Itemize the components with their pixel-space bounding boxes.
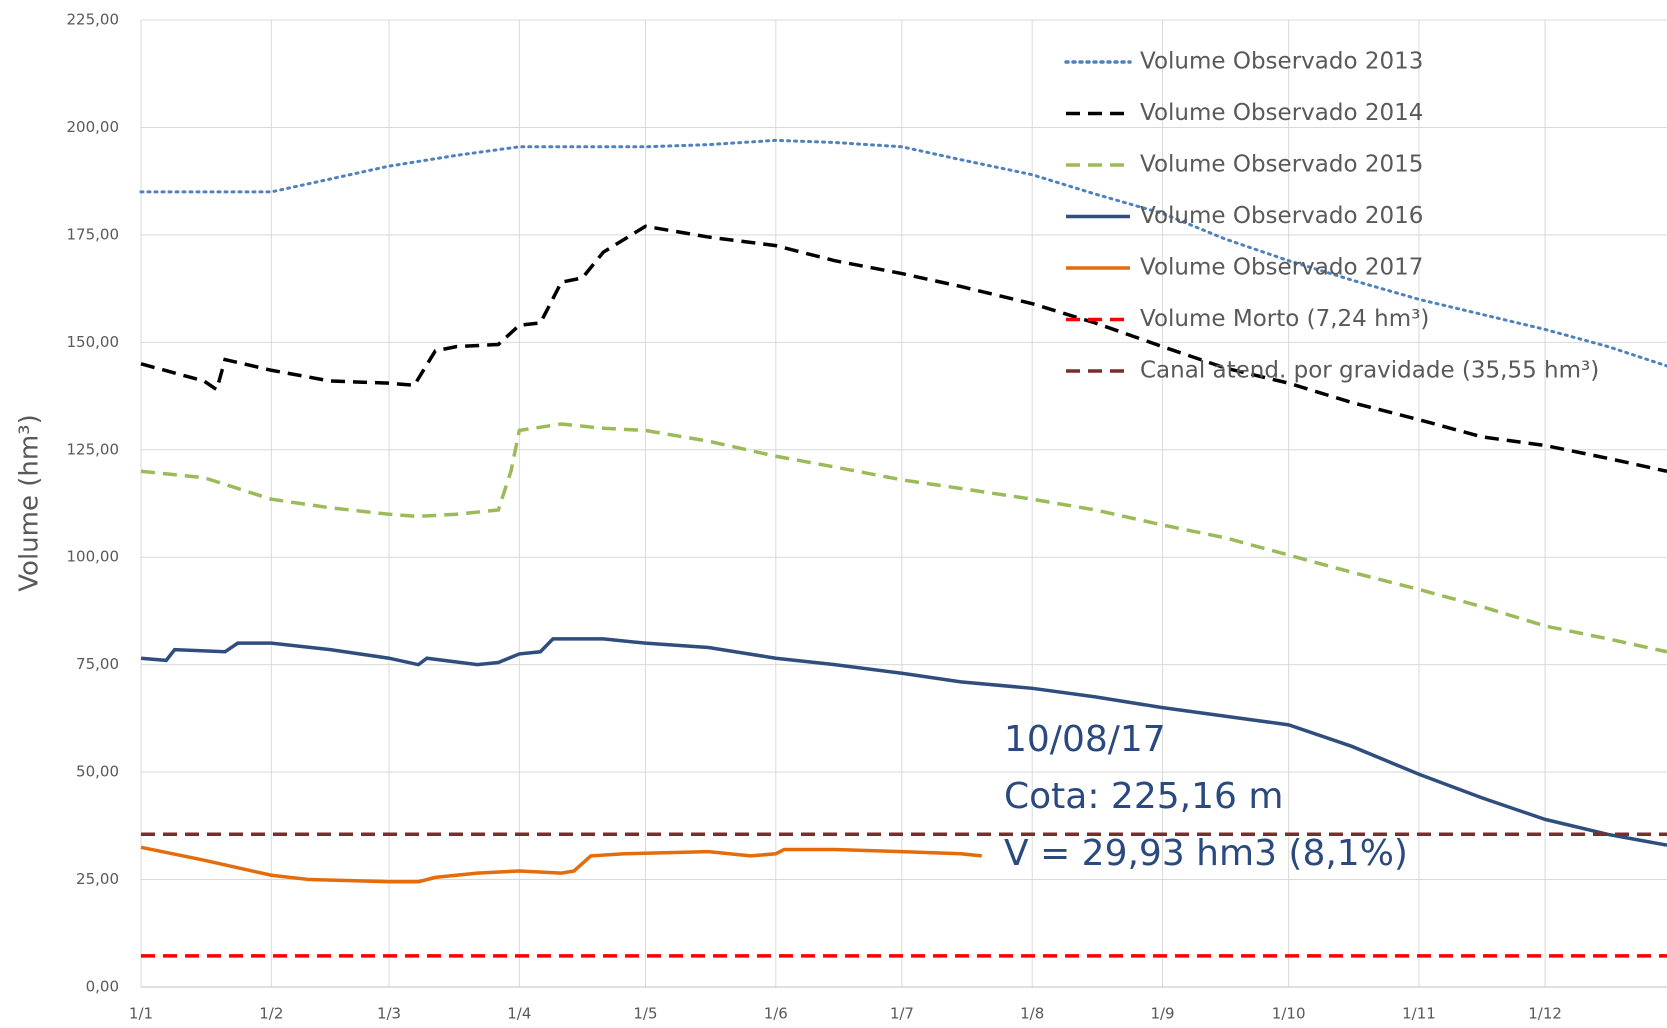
x-tick-label: 1/9	[1150, 1005, 1174, 1023]
legend-label: Canal atend. por gravidade (35,55 hm³)	[1140, 358, 1599, 384]
y-tick-label: 50,00	[76, 763, 119, 781]
x-tick-label: 1/8	[1020, 1005, 1044, 1023]
x-tick-label: 1/5	[633, 1005, 657, 1023]
annotation: 10/08/17	[1004, 719, 1166, 760]
series-line	[140, 637, 1667, 847]
y-tick-label: 200,00	[67, 118, 120, 136]
legend-label: Volume Observado 2014	[1140, 100, 1423, 126]
series-line	[140, 422, 1667, 654]
y-tick-label: 100,00	[67, 548, 120, 566]
y-tick-label: 0,00	[86, 978, 119, 996]
y-tick-label: 25,00	[76, 870, 119, 888]
legend-label: Volume Morto (7,24 hm³)	[1140, 306, 1429, 332]
x-tick-label: 1/7	[890, 1005, 914, 1023]
x-tick-label: 1/12	[1528, 1005, 1562, 1023]
x-tick-label: 1/1	[129, 1005, 153, 1023]
x-tick-label: 1/6	[764, 1005, 788, 1023]
annotation: Cota: 225,16 m	[1004, 776, 1283, 817]
y-tick-label: 125,00	[67, 440, 120, 458]
x-tick-label: 1/2	[259, 1005, 283, 1023]
series-line	[140, 224, 1667, 473]
x-tick-label: 1/11	[1402, 1005, 1436, 1023]
x-tick-label: 1/4	[507, 1005, 531, 1023]
legend-label: Volume Observado 2013	[1140, 49, 1423, 75]
y-tick-label: 175,00	[67, 225, 120, 243]
legend-label: Volume Observado 2016	[1140, 203, 1423, 229]
y-tick-label: 225,00	[67, 11, 120, 29]
x-tick-label: 1/10	[1272, 1005, 1306, 1023]
annotation: V = 29,93 hm3 (8,1%)	[1004, 833, 1408, 874]
x-tick-label: 1/3	[377, 1005, 401, 1023]
series-line	[139, 138, 1667, 368]
y-tick-label: 75,00	[76, 655, 119, 673]
y-axis-label: Volume (hm³)	[15, 414, 45, 591]
legend-label: Volume Observado 2017	[1140, 255, 1423, 281]
y-tick-label: 150,00	[67, 333, 120, 351]
legend-label: Volume Observado 2015	[1140, 152, 1423, 178]
series-line	[140, 845, 982, 884]
